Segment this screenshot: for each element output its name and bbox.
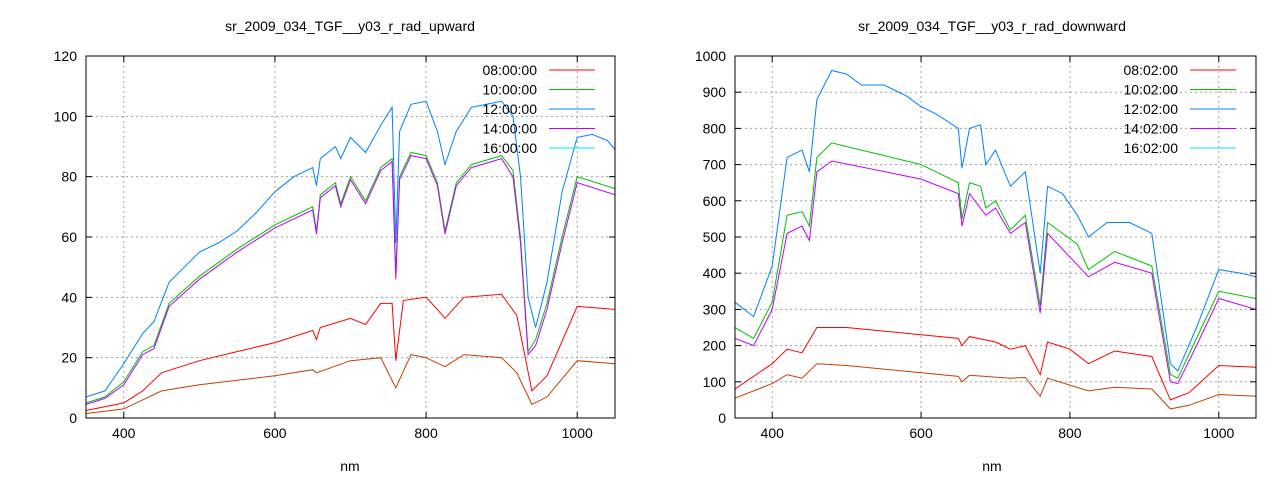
downward-radiance-chart: sr_2009_034_TGF__y03_r_rad_downward nm 4…	[695, 18, 1257, 474]
plot-frame	[85, 55, 616, 419]
y-tick-label: 0	[69, 410, 77, 426]
x-tick-label: 400	[761, 425, 785, 441]
series-line-100000	[86, 151, 615, 404]
x-tick-label: 1000	[562, 425, 593, 441]
x-tick-label: 1000	[1203, 425, 1234, 441]
series-line-080200	[735, 327, 1256, 401]
y-tick-label: 20	[61, 350, 77, 366]
y-tick-label: 0	[718, 410, 726, 426]
y-tick-label: 80	[61, 169, 77, 185]
x-tick-label: 600	[263, 425, 287, 441]
y-tick-label: 900	[703, 84, 727, 100]
y-tick-label: 200	[703, 338, 727, 354]
y-tick-label: 1000	[695, 48, 726, 64]
x-axis-label: nm	[982, 458, 1001, 474]
y-tick-label: 40	[61, 289, 77, 305]
series-line-140000	[86, 155, 615, 405]
legend-label: 16:02:00	[1124, 140, 1179, 156]
plot-frame	[734, 55, 1257, 419]
y-tick-label: 300	[703, 301, 727, 317]
y-tick-label: 800	[703, 120, 727, 136]
legend-label: 14:02:00	[1124, 121, 1179, 137]
series-line-120000	[86, 100, 615, 398]
legend-label: 10:00:00	[483, 82, 538, 98]
series-line-unlabeled	[735, 363, 1256, 410]
x-tick-label: 600	[909, 425, 933, 441]
y-tick-label: 700	[703, 157, 727, 173]
x-tick-label: 800	[1058, 425, 1082, 441]
y-tick-label: 100	[703, 374, 727, 390]
series-line-120200	[735, 69, 1256, 372]
x-tick-label: 400	[112, 425, 136, 441]
chart-title: sr_2009_034_TGF__y03_r_rad_downward	[858, 18, 1126, 34]
series-line-080000	[86, 293, 615, 411]
y-tick-label: 600	[703, 193, 727, 209]
legend-label: 14:00:00	[483, 121, 538, 137]
x-axis-label: nm	[340, 458, 359, 474]
upward-radiance-chart: sr_2009_034_TGF__y03_r_rad_upward nm 400…	[54, 18, 616, 474]
legend-label: 10:02:00	[1124, 82, 1179, 98]
series-line-140200	[735, 160, 1256, 385]
x-tick-label: 800	[414, 425, 438, 441]
chart-title: sr_2009_034_TGF__y03_r_rad_upward	[225, 18, 475, 34]
y-tick-label: 400	[703, 265, 727, 281]
series-line-100200	[735, 142, 1256, 379]
legend-label: 08:02:00	[1124, 62, 1179, 78]
y-tick-label: 100	[54, 108, 78, 124]
legend-label: 12:02:00	[1124, 101, 1179, 117]
series-line-unlabeled	[86, 354, 615, 414]
legend-label: 08:00:00	[483, 62, 538, 78]
y-tick-label: 60	[61, 229, 77, 245]
y-tick-label: 120	[54, 48, 78, 64]
y-tick-label: 500	[703, 229, 727, 245]
legend-label: 12:00:00	[483, 101, 538, 117]
legend-label: 16:00:00	[483, 140, 538, 156]
